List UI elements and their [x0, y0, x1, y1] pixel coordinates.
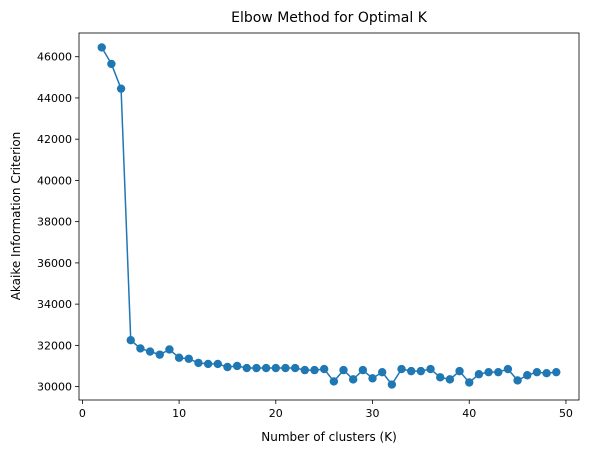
data-point [523, 371, 532, 380]
data-point [358, 365, 368, 375]
data-point [232, 361, 242, 371]
data-point [397, 364, 406, 374]
data-point [213, 359, 222, 369]
data-point [145, 347, 155, 356]
data-point [136, 344, 145, 353]
chart-title: Elbow Method for Optimal K [231, 10, 428, 26]
data-point [465, 378, 474, 387]
y-tick-label: 34000 [37, 298, 72, 311]
data-point [494, 367, 503, 377]
data-point [126, 336, 135, 345]
x-tick-label: 20 [269, 407, 283, 420]
data-point [290, 363, 300, 373]
data-point [552, 367, 561, 377]
x-ticks: 0 10 20 30 40 50 [79, 400, 573, 420]
y-axis-label: Akaike Information Criterion [9, 132, 23, 301]
data-point [223, 362, 232, 372]
y-tick-label: 42000 [37, 133, 72, 146]
data-point [107, 59, 116, 69]
data-point [300, 365, 310, 375]
data-point [329, 377, 339, 386]
data-point [174, 353, 184, 362]
series-markers [97, 43, 561, 389]
x-axis-label: Number of clusters (K) [261, 430, 397, 444]
data-point [455, 366, 464, 376]
plot-area [79, 33, 579, 400]
x-tick-label: 30 [366, 407, 380, 420]
y-tick-label: 30000 [37, 381, 72, 394]
data-point [387, 380, 397, 389]
data-point [542, 368, 551, 378]
data-point [339, 365, 348, 375]
data-point [203, 359, 213, 369]
y-tick-label: 38000 [37, 216, 72, 229]
data-point [281, 363, 290, 373]
data-point [116, 84, 126, 93]
data-point [97, 43, 106, 52]
data-point [261, 363, 271, 373]
y-tick-label: 36000 [37, 257, 72, 270]
data-point [194, 358, 203, 368]
data-point [513, 376, 522, 385]
data-point [445, 375, 455, 384]
data-point [252, 363, 261, 373]
data-point [368, 374, 377, 383]
x-tick-label: 10 [172, 407, 186, 420]
data-point [377, 367, 387, 377]
y-tick-label: 44000 [37, 92, 72, 105]
y-ticks: 30000 32000 34000 36000 38000 40000 42000 44000… [37, 51, 79, 394]
data-point [319, 364, 329, 374]
data-point [165, 345, 174, 354]
data-point [416, 366, 426, 376]
y-tick-label: 40000 [37, 174, 72, 187]
data-point [155, 350, 164, 359]
x-tick-label: 0 [79, 407, 86, 420]
x-tick-label: 40 [462, 407, 476, 420]
x-tick-label: 50 [559, 407, 573, 420]
data-point [484, 367, 493, 377]
data-point [184, 354, 193, 363]
data-point [474, 370, 484, 379]
data-point [348, 375, 358, 384]
data-point [436, 373, 445, 382]
data-point [503, 364, 513, 374]
data-point [532, 367, 542, 377]
data-point [271, 363, 281, 373]
plot-frame [78, 32, 580, 401]
y-tick-label: 46000 [37, 51, 72, 64]
data-point [242, 363, 251, 373]
data-point [426, 364, 435, 374]
data-point [310, 365, 319, 375]
data-point [407, 366, 416, 376]
y-tick-label: 32000 [37, 339, 72, 352]
